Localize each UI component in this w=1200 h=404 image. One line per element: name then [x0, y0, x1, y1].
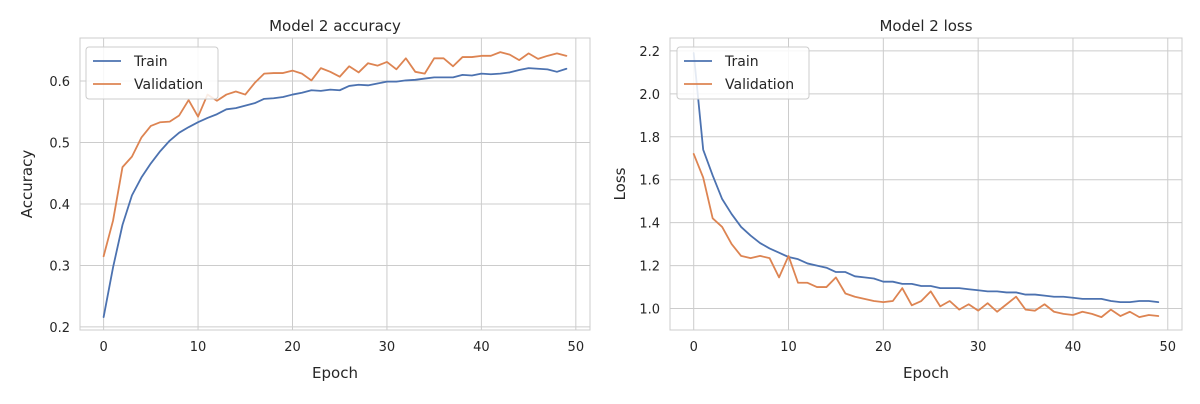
loss-x-tick-label: 30: [970, 340, 987, 355]
loss-y-tick-label: 1.2: [639, 260, 660, 275]
accuracy-y-tick-label: 0.6: [49, 75, 70, 90]
accuracy-series-line-validation: [102, 51, 568, 258]
accuracy-x-tick-label: 40: [473, 340, 490, 355]
accuracy-x-tick-label: 10: [190, 340, 207, 355]
loss-y-tick-label: 1.4: [639, 217, 660, 232]
accuracy-x-tick-label: 20: [284, 340, 301, 355]
loss-x-axis-label: Epoch: [903, 364, 949, 382]
accuracy-legend: Train Validation: [85, 46, 219, 100]
loss-y-axis-label: Loss: [611, 167, 629, 200]
loss-y-tick-label: 2.0: [639, 88, 660, 103]
loss-y-tick-label: 1.6: [639, 174, 660, 189]
loss-x-tick-label: 50: [1160, 340, 1177, 355]
loss-y-tick-label: 1.0: [639, 303, 660, 318]
loss-y-tick-label: 1.8: [639, 131, 660, 146]
loss-chart-title: Model 2 loss: [879, 17, 972, 35]
accuracy-chart-title: Model 2 accuracy: [269, 17, 401, 35]
loss-legend-label-train: Train: [724, 54, 759, 70]
loss-legend: Train Validation: [676, 46, 810, 100]
loss-y-tick-label: 2.2: [639, 45, 660, 60]
loss-x-tick-label: 10: [780, 340, 797, 355]
loss-legend-box: [676, 46, 810, 100]
accuracy-y-tick-label: 0.5: [49, 137, 70, 152]
accuracy-y-tick-label: 0.2: [49, 321, 70, 336]
accuracy-y-axis-label: Accuracy: [18, 150, 36, 219]
accuracy-series-line-train: [102, 67, 568, 318]
loss-x-tick-label: 0: [690, 340, 698, 355]
loss-legend-label-validation: Validation: [725, 77, 794, 93]
loss-series-line-train: [692, 52, 1160, 303]
loss-x-tick-label: 40: [1065, 340, 1082, 355]
loss-series-line-validation: [692, 153, 1160, 319]
accuracy-y-tick-label: 0.4: [49, 198, 70, 213]
loss-chart: 0 10 20 30 40 50 1.0 1.2 1.4 1.6 1.8 2.0 2.2 Model 2…: [611, 17, 1183, 382]
accuracy-y-tick-label: 0.3: [49, 259, 70, 274]
loss-x-tick-label: 20: [875, 340, 892, 355]
accuracy-legend-box: [85, 46, 219, 100]
accuracy-legend-label-train: Train: [133, 54, 168, 70]
accuracy-x-tick-label: 50: [568, 340, 585, 355]
accuracy-x-axis-label: Epoch: [312, 364, 358, 382]
accuracy-x-tick-label: 0: [99, 340, 107, 355]
accuracy-x-tick-label: 30: [379, 340, 396, 355]
accuracy-chart: 0 10 20 30 40 50 0.2 0.3 0.4 0.5 0.6 Model 2 accur…: [18, 17, 591, 382]
accuracy-legend-label-validation: Validation: [134, 77, 203, 93]
